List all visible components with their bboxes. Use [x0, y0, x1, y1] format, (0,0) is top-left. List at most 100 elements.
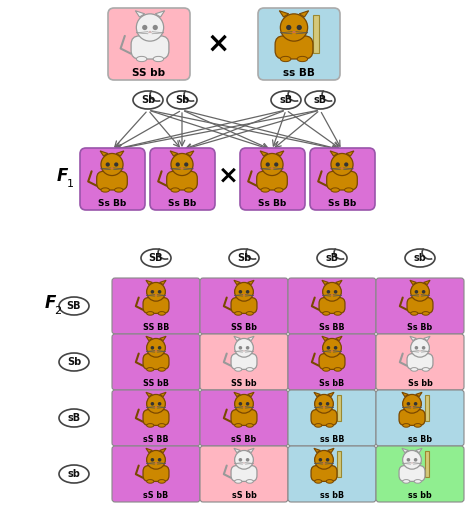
FancyBboxPatch shape: [143, 409, 169, 425]
Ellipse shape: [246, 368, 254, 371]
Ellipse shape: [334, 368, 341, 371]
Text: SB: SB: [149, 253, 163, 263]
FancyBboxPatch shape: [376, 446, 464, 502]
Ellipse shape: [167, 91, 197, 109]
Polygon shape: [148, 31, 152, 33]
Polygon shape: [260, 151, 268, 156]
Ellipse shape: [184, 188, 193, 192]
Ellipse shape: [422, 368, 429, 371]
Ellipse shape: [323, 312, 330, 315]
Circle shape: [158, 290, 162, 294]
Text: ss bB: ss bB: [320, 490, 344, 500]
Polygon shape: [323, 462, 326, 464]
FancyBboxPatch shape: [200, 334, 288, 390]
Circle shape: [146, 451, 165, 469]
Polygon shape: [243, 350, 246, 351]
Ellipse shape: [146, 479, 154, 483]
FancyBboxPatch shape: [143, 466, 169, 482]
Polygon shape: [402, 392, 409, 397]
Circle shape: [415, 290, 418, 294]
Polygon shape: [410, 406, 413, 407]
FancyBboxPatch shape: [97, 171, 128, 190]
FancyBboxPatch shape: [258, 8, 340, 80]
Text: Sb: Sb: [141, 95, 155, 105]
Ellipse shape: [133, 91, 163, 109]
Circle shape: [146, 394, 165, 413]
Circle shape: [327, 290, 330, 294]
Text: Ss Bb: Ss Bb: [168, 198, 196, 208]
FancyBboxPatch shape: [131, 36, 169, 59]
Circle shape: [323, 338, 341, 357]
Polygon shape: [322, 336, 328, 340]
Text: 1: 1: [66, 179, 73, 189]
Ellipse shape: [414, 479, 421, 483]
Polygon shape: [155, 462, 157, 464]
FancyBboxPatch shape: [376, 334, 464, 390]
Polygon shape: [186, 151, 194, 156]
FancyBboxPatch shape: [231, 466, 257, 482]
Text: sS bB: sS bB: [143, 490, 169, 500]
Ellipse shape: [229, 249, 259, 267]
Polygon shape: [279, 11, 289, 17]
Circle shape: [235, 282, 254, 301]
Circle shape: [146, 338, 165, 357]
FancyBboxPatch shape: [231, 409, 257, 425]
Polygon shape: [410, 336, 416, 340]
Ellipse shape: [101, 188, 109, 192]
Text: sB: sB: [313, 95, 327, 105]
Circle shape: [326, 458, 329, 461]
Text: 2: 2: [55, 306, 62, 316]
Ellipse shape: [235, 479, 242, 483]
Circle shape: [334, 290, 337, 294]
Circle shape: [158, 402, 162, 406]
Polygon shape: [247, 392, 254, 397]
Ellipse shape: [410, 312, 418, 315]
Text: ×: ×: [206, 30, 229, 58]
Circle shape: [137, 14, 164, 41]
Polygon shape: [146, 336, 153, 340]
Ellipse shape: [137, 56, 147, 62]
Circle shape: [153, 25, 158, 30]
Circle shape: [274, 162, 278, 167]
FancyBboxPatch shape: [288, 390, 376, 446]
FancyBboxPatch shape: [112, 278, 200, 334]
Polygon shape: [314, 448, 320, 453]
FancyBboxPatch shape: [112, 390, 200, 446]
Ellipse shape: [59, 409, 89, 427]
Circle shape: [158, 346, 162, 350]
FancyBboxPatch shape: [425, 395, 429, 421]
Ellipse shape: [235, 312, 242, 315]
Text: Ss Bb: Ss Bb: [98, 198, 126, 208]
Polygon shape: [247, 280, 254, 285]
Polygon shape: [410, 462, 413, 464]
Polygon shape: [234, 392, 240, 397]
FancyBboxPatch shape: [407, 354, 433, 369]
Text: Ss BB: Ss BB: [319, 322, 345, 332]
FancyBboxPatch shape: [108, 8, 190, 80]
Ellipse shape: [315, 424, 322, 427]
Polygon shape: [402, 448, 409, 453]
Polygon shape: [276, 151, 284, 156]
FancyBboxPatch shape: [240, 148, 305, 210]
Polygon shape: [330, 350, 333, 351]
Text: Ss Bb: Ss Bb: [258, 198, 286, 208]
FancyBboxPatch shape: [257, 171, 287, 190]
Polygon shape: [180, 167, 184, 169]
Polygon shape: [170, 151, 178, 156]
Ellipse shape: [422, 312, 429, 315]
Ellipse shape: [146, 312, 154, 315]
Circle shape: [336, 162, 340, 167]
FancyBboxPatch shape: [319, 298, 345, 314]
Circle shape: [235, 451, 254, 469]
Circle shape: [238, 458, 242, 461]
FancyBboxPatch shape: [275, 36, 313, 59]
Text: SS BB: SS BB: [143, 322, 169, 332]
Ellipse shape: [246, 312, 254, 315]
Ellipse shape: [146, 368, 154, 371]
Text: Sb: Sb: [67, 357, 81, 367]
Ellipse shape: [405, 249, 435, 267]
Polygon shape: [330, 151, 338, 156]
Polygon shape: [100, 151, 108, 156]
Polygon shape: [243, 462, 246, 464]
Polygon shape: [419, 350, 421, 351]
